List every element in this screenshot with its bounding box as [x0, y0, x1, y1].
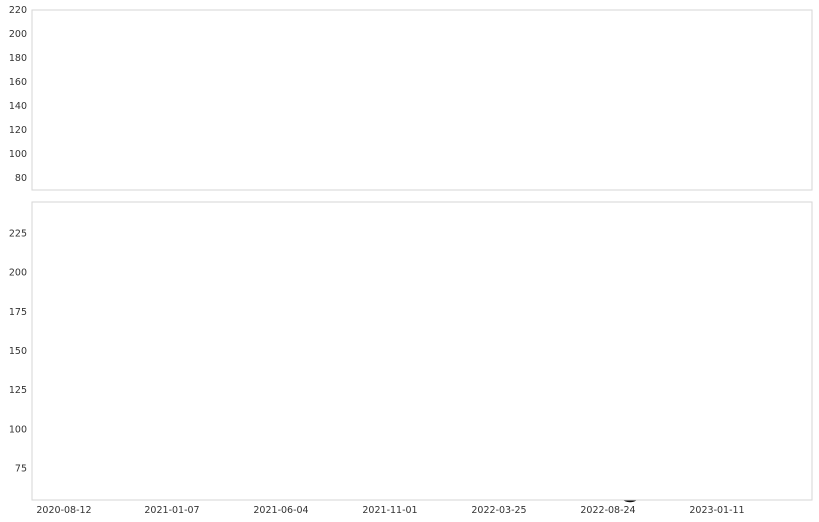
- bottom-y-tick-label: 75: [15, 464, 27, 475]
- bottom-panel-frame: [31, 201, 813, 501]
- top-y-tick-label: 220: [9, 5, 27, 16]
- top-y-tick-label: 120: [9, 125, 27, 136]
- bottom-y-tick-label: 150: [9, 346, 27, 357]
- top-y-tick-label: 140: [9, 101, 27, 112]
- top-y-tick-label: 160: [9, 77, 27, 88]
- bottom-x-tick-label: 2022-08-24: [580, 505, 635, 516]
- top-y-tick-label: 100: [9, 149, 27, 160]
- bottom-x-tick-label: 2021-06-04: [253, 505, 308, 516]
- bottom-x-tick-label: 2023-01-11: [689, 505, 744, 516]
- bottom-x-tick-label: 2022-03-25: [471, 505, 526, 516]
- bottom-x-tick-label: 2021-01-07: [144, 505, 199, 516]
- top-y-tick-label: 80: [15, 173, 27, 184]
- top-panel-frame: [31, 9, 813, 191]
- top-y-tick-label: 180: [9, 53, 27, 64]
- bottom-x-tick-label: 2020-08-12: [36, 505, 91, 516]
- bottom-y-tick-label: 175: [9, 307, 27, 318]
- bottom-x-tick-label: 2021-11-01: [362, 505, 417, 516]
- bottom-y-tick-label: 100: [9, 424, 27, 435]
- bottom-y-tick-label: 200: [9, 268, 27, 279]
- bottom-y-tick-label: 125: [9, 385, 27, 396]
- bottom-y-tick-label: 225: [9, 228, 27, 239]
- top-y-tick-label: 200: [9, 29, 27, 40]
